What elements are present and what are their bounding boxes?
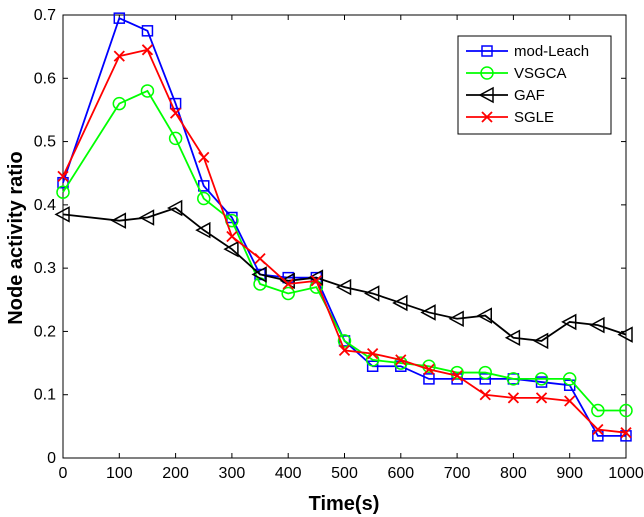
legend-label-mod-leach: mod-Leach bbox=[514, 43, 589, 60]
y-axis-label: Node activity ratio bbox=[5, 151, 27, 324]
x-tick-label: 500 bbox=[331, 465, 358, 482]
data-point-sgle bbox=[226, 230, 238, 243]
data-point-gaf bbox=[589, 316, 605, 334]
x-axis-label: Time(s) bbox=[309, 493, 380, 515]
series-line-vsgca bbox=[62, 89, 626, 412]
y-tick-label: 0.5 bbox=[34, 134, 56, 151]
y-tick-label: 0.3 bbox=[34, 260, 56, 277]
data-point-gaf bbox=[476, 307, 492, 324]
data-point-vsgca bbox=[56, 185, 70, 199]
legend-label-gaf: GAF bbox=[514, 87, 545, 104]
data-point-sgle bbox=[507, 392, 520, 404]
x-tick-label: 700 bbox=[444, 465, 471, 482]
data-point-sgle bbox=[564, 395, 576, 407]
y-tick-label: 0.1 bbox=[34, 387, 56, 404]
data-point-vsgca bbox=[450, 365, 464, 380]
data-point-sgle bbox=[169, 107, 182, 119]
data-point-vsgca bbox=[478, 365, 492, 380]
data-point-gaf bbox=[251, 266, 267, 283]
legend-marker-gaf bbox=[478, 86, 494, 104]
data-point-mod-leach bbox=[479, 373, 491, 385]
data-point-gaf bbox=[223, 240, 239, 258]
data-point-vsgca bbox=[197, 191, 211, 206]
data-point-vsgca bbox=[112, 96, 127, 111]
data-point-sgle bbox=[367, 347, 379, 360]
data-point-mod-leach bbox=[366, 360, 379, 372]
data-point-gaf bbox=[420, 304, 436, 321]
data-point-sgle bbox=[57, 170, 69, 183]
legend-label-sgle: SGLE bbox=[514, 109, 554, 126]
data-point-gaf bbox=[335, 278, 352, 296]
data-point-gaf bbox=[54, 206, 70, 223]
x-tick-label: 800 bbox=[500, 465, 527, 482]
x-tick-label: 600 bbox=[387, 465, 414, 482]
data-point-gaf bbox=[364, 285, 380, 302]
data-point-mod-leach bbox=[338, 335, 351, 347]
y-tick-label: 0.6 bbox=[34, 70, 56, 87]
data-point-gaf bbox=[195, 221, 211, 239]
data-point-gaf bbox=[448, 310, 464, 328]
data-point-gaf bbox=[392, 294, 408, 312]
data-point-gaf bbox=[504, 329, 521, 347]
data-point-gaf bbox=[617, 326, 633, 343]
y-tick-label: 0.2 bbox=[34, 323, 56, 340]
data-point-vsgca bbox=[506, 372, 521, 386]
data-point-mod-leach bbox=[141, 25, 154, 37]
data-point-sgle bbox=[592, 423, 604, 436]
x-tick-label: 300 bbox=[219, 465, 246, 482]
data-point-sgle bbox=[338, 344, 351, 357]
x-tick-label: 100 bbox=[106, 465, 133, 482]
x-tick-label: 0 bbox=[59, 465, 68, 482]
data-point-gaf bbox=[532, 332, 549, 350]
data-point-gaf bbox=[110, 212, 127, 229]
series-line-sgle bbox=[62, 48, 627, 434]
data-point-gaf bbox=[138, 209, 155, 226]
data-point-vsgca bbox=[337, 334, 352, 348]
legend-marker-mod-leach bbox=[481, 45, 493, 57]
data-point-sgle bbox=[479, 389, 491, 401]
y-tick-label: 0 bbox=[47, 450, 56, 467]
x-tick-label: 1000 bbox=[608, 465, 644, 482]
data-point-sgle bbox=[620, 427, 632, 439]
data-point-vsgca bbox=[562, 372, 577, 386]
y-tick-label: 0.4 bbox=[34, 197, 56, 214]
data-point-mod-leach bbox=[423, 373, 435, 385]
data-point-sgle bbox=[198, 151, 210, 164]
data-point-sgle bbox=[141, 44, 154, 56]
y-tick-label: 0.7 bbox=[34, 7, 56, 24]
legend-label-vsgca: VSGCA bbox=[514, 65, 567, 82]
data-point-mod-leach bbox=[113, 12, 126, 24]
data-point-vsgca bbox=[281, 286, 295, 301]
x-tick-label: 400 bbox=[275, 465, 302, 482]
data-point-mod-leach bbox=[282, 271, 294, 284]
data-point-gaf bbox=[167, 199, 183, 217]
data-point-sgle bbox=[423, 363, 435, 376]
data-point-vsgca bbox=[168, 131, 183, 146]
legend-marker-vsgca bbox=[480, 66, 494, 80]
data-point-sgle bbox=[254, 253, 266, 265]
data-point-sgle bbox=[451, 370, 463, 382]
data-point-sgle bbox=[282, 278, 294, 290]
data-point-vsgca bbox=[140, 84, 155, 98]
x-tick-label: 200 bbox=[162, 465, 189, 482]
data-point-vsgca bbox=[422, 359, 436, 373]
legend-marker-sgle bbox=[481, 111, 493, 123]
data-point-sgle bbox=[395, 354, 407, 366]
data-point-vsgca bbox=[591, 403, 605, 418]
data-point-vsgca bbox=[394, 356, 408, 370]
x-tick-label: 900 bbox=[556, 465, 583, 482]
data-point-vsgca bbox=[534, 372, 549, 386]
data-point-mod-leach bbox=[620, 430, 632, 442]
data-point-sgle bbox=[535, 392, 548, 404]
data-point-mod-leach bbox=[592, 430, 604, 442]
data-point-vsgca bbox=[619, 403, 633, 418]
data-point-gaf bbox=[561, 313, 577, 331]
data-point-sgle bbox=[113, 50, 125, 62]
data-point-sgle bbox=[310, 275, 322, 287]
